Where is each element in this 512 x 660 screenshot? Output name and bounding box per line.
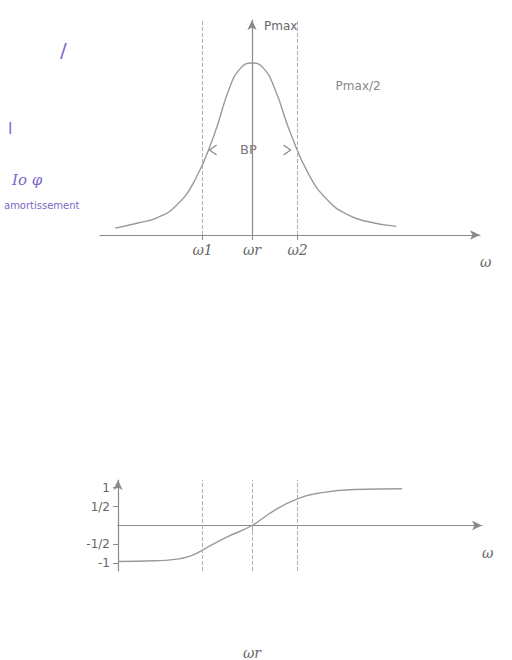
svg-text:ω2: ω2 <box>287 242 307 258</box>
svg-text:/: / <box>60 38 67 62</box>
svg-text:1: 1 <box>102 481 110 495</box>
svg-text:ω1: ω1 <box>192 242 212 258</box>
svg-text:ωr: ωr <box>243 242 262 258</box>
svg-text:BP: BP <box>240 142 257 157</box>
svg-text:ω: ω <box>480 254 492 270</box>
svg-text:Io φ: Io φ <box>11 171 43 189</box>
svg-text:l: l <box>8 119 12 138</box>
svg-text:amortissement: amortissement <box>4 200 80 211</box>
svg-text:1/2: 1/2 <box>91 500 110 514</box>
svg-text:Pmax/2: Pmax/2 <box>336 79 381 93</box>
svg-text:ω: ω <box>482 545 494 561</box>
svg-text:Pmax: Pmax <box>264 19 297 33</box>
svg-text:ωr: ωr <box>243 645 262 660</box>
svg-text:-1/2: -1/2 <box>86 537 110 551</box>
svg-text:-1: -1 <box>98 556 110 570</box>
